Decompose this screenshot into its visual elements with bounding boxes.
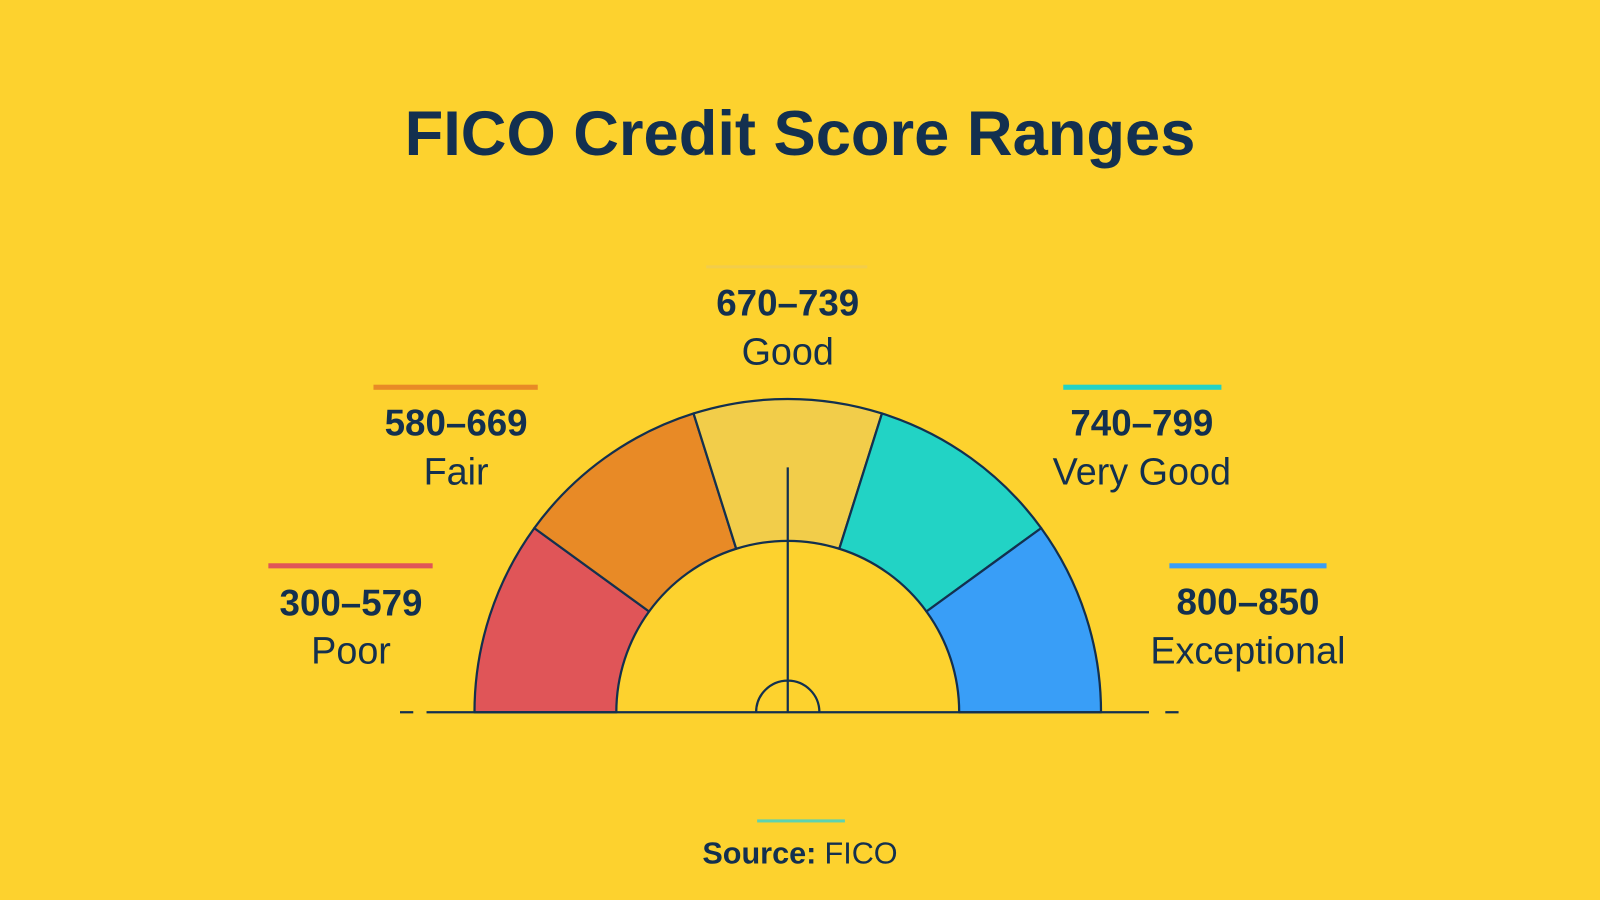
page-title: FICO Credit Score Ranges [405,99,1196,169]
source-accent-bar [757,819,845,823]
very-good-accent-bar [1063,384,1222,390]
range-value: 670–739 [716,282,859,323]
range-value: 300–579 [280,582,423,623]
range-fair: 580–669 Fair [373,384,538,493]
range-label: Fair [424,451,489,493]
range-value: 580–669 [385,403,528,444]
exceptional-accent-bar [1169,563,1327,569]
range-value: 800–850 [1176,581,1319,622]
range-label: Exceptional [1150,629,1345,671]
range-good: 670–739 Good [706,265,868,372]
range-poor: 300–579 Poor [268,563,433,671]
source-label: Source: [702,836,816,870]
range-label: Very Good [1053,451,1231,493]
gauge [400,397,1179,714]
range-very-good: 740–799 Very Good [1053,384,1231,493]
range-exceptional: 800–850 Exceptional [1150,563,1346,671]
range-label: Poor [311,629,391,671]
good-accent-bar [706,265,868,269]
poor-accent-bar [268,563,433,569]
source-value: FICO [825,836,898,870]
fair-accent-bar [373,384,538,390]
source-line: Source: FICO [702,836,897,870]
range-label: Good [742,330,834,372]
range-value: 740–799 [1070,403,1213,444]
